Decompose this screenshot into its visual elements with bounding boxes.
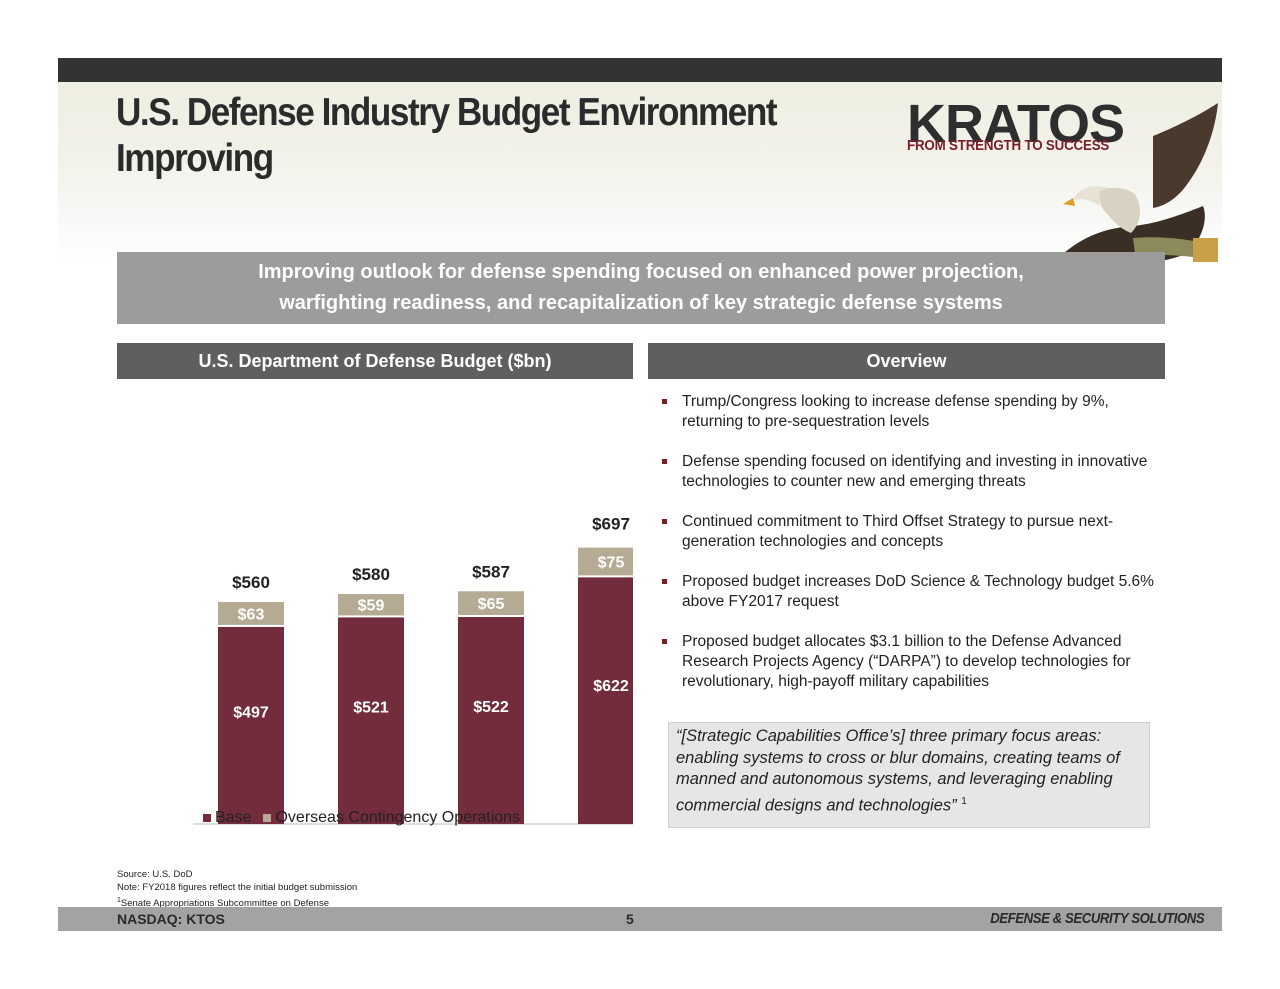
footer-ticker: NASDAQ: KTOS	[117, 911, 225, 927]
source-notes: Source: U.S. DoD Note: FY2018 figures re…	[117, 868, 357, 910]
data-label-base: $497	[233, 705, 269, 722]
overview-bullet: Proposed budget increases DoD Science & …	[658, 572, 1168, 612]
bullet-marker-icon	[662, 459, 667, 464]
bar-oco	[458, 591, 524, 616]
x-tick-label: FY 2017	[461, 836, 521, 838]
data-label-base: $622	[593, 678, 629, 695]
page-number: 5	[626, 911, 634, 927]
data-label-oco: $59	[358, 598, 385, 615]
header-band	[58, 82, 1222, 262]
bar-oco	[338, 594, 404, 616]
overview-bullets: Trump/Congress looking to increase defen…	[658, 392, 1168, 712]
kratos-logo: KRATOS FROM STRENGTH TO SUCCESS	[903, 88, 1223, 268]
overview-bullet: Proposed budget allocates $3.1 billion t…	[658, 632, 1168, 692]
legend-label-base: Base	[215, 809, 252, 826]
budget-chart: $497 $63 $560 FY 2015 $521 $59 $580 FY 2016 $522…	[193, 515, 633, 838]
quote-body: “[Strategic Capabilities Office’s] three…	[676, 727, 1120, 814]
overview-bullet: Defense spending focused on identifying …	[658, 452, 1168, 492]
data-label-total: $587	[472, 562, 510, 581]
bullet-marker-icon	[662, 579, 667, 584]
footer-bar: NASDAQ: KTOS 5 DEFENSE & SECURITY SOLUTI…	[58, 907, 1222, 931]
bar-base	[458, 617, 524, 824]
data-label-total: $697	[592, 515, 630, 534]
legend-swatch-base	[203, 814, 211, 822]
bar-base	[578, 577, 633, 824]
data-label-base: $521	[353, 699, 389, 716]
quote-text: “[Strategic Capabilities Office’s] three…	[676, 726, 1146, 817]
note-line: Note: FY2018 figures reflect the initial…	[117, 882, 358, 893]
overview-bullet: Continued commitment to Third Offset Str…	[658, 512, 1168, 552]
quote-box	[668, 722, 1150, 828]
data-label-base: $522	[473, 699, 509, 716]
quote-footnote-mark: 1	[961, 795, 967, 807]
logo-tagline: FROM STRENGTH TO SUCCESS	[907, 138, 1110, 154]
banner-line-1: Improving outlook for defense spending f…	[258, 261, 1024, 283]
data-label-oco: $65	[478, 596, 505, 613]
legend-swatch-oco	[263, 814, 272, 822]
slide: U.S. Defense Industry Budget Environment…	[58, 58, 1222, 931]
bar-base	[338, 617, 404, 824]
data-label-total: $560	[232, 573, 270, 592]
bar-oco	[218, 601, 284, 625]
slide-title: U.S. Defense Industry Budget Environment…	[116, 91, 778, 180]
bar-oco	[578, 547, 633, 576]
overview-panel-header: Overview	[648, 343, 1165, 379]
legend-label-oco: Overseas Contingency Operations	[275, 809, 521, 826]
logo-wordmark: KRATOS	[907, 94, 1125, 154]
overview-bullet: Trump/Congress looking to increase defen…	[658, 392, 1168, 432]
chart-panel-header: U.S. Department of Defense Budget ($bn)	[117, 343, 633, 379]
top-bar	[58, 58, 1222, 82]
legend-item-oco: Overseas Contingency Operations	[263, 809, 520, 827]
x-tick-label: FY 2015	[221, 836, 281, 838]
data-label-oco: $75	[598, 555, 625, 572]
x-tick-label: FY 2016	[341, 836, 401, 838]
data-label-total: $580	[352, 565, 390, 584]
legend-item-base: Base	[203, 809, 251, 827]
bar-base	[218, 626, 284, 824]
footer-division: DEFENSE & SECURITY SOLUTIONS	[989, 910, 1205, 927]
banner-line-2: warfighting readiness, and recapitalizat…	[279, 292, 1003, 314]
bullet-marker-icon	[662, 399, 667, 404]
bullet-marker-icon	[662, 639, 667, 644]
data-label-oco: $63	[238, 606, 265, 623]
footnote-line: 1Senate Appropriations Subcommittee on D…	[117, 897, 329, 910]
x-tick-label: FY 2018	[581, 836, 633, 838]
chart-legend: Base Overseas Contingency Operations	[203, 809, 520, 827]
source-line: Source: U.S. DoD	[117, 869, 193, 880]
eagle-icon	[1053, 103, 1218, 266]
summary-banner: Improving outlook for defense spending f…	[117, 252, 1165, 324]
bullet-marker-icon	[662, 519, 667, 524]
